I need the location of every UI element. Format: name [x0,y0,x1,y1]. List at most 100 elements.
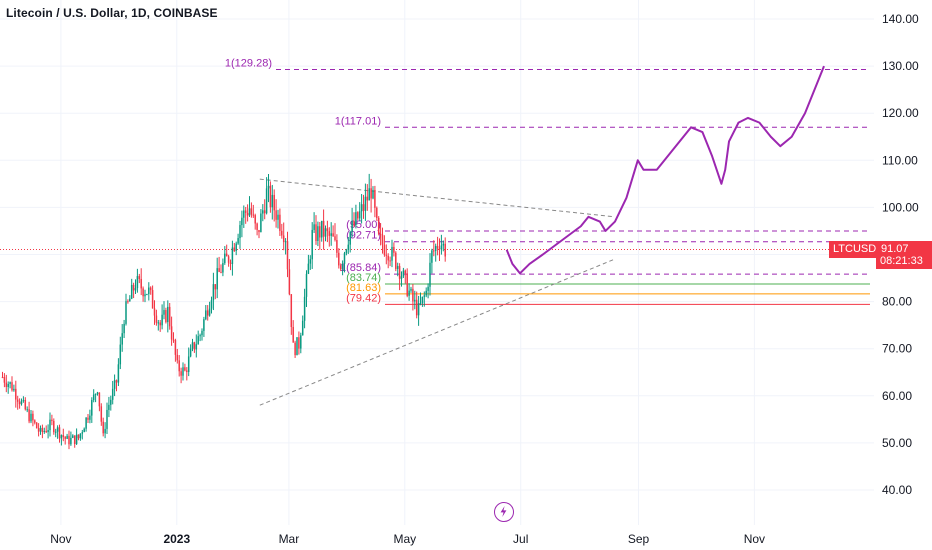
price-axis-label: 40.00 [882,483,912,497]
candle-body [140,278,142,289]
time-axis-label: May [393,532,416,546]
candle-body [7,383,9,388]
candle-body [404,270,407,274]
candle-body [320,220,323,238]
candle-body [134,288,137,291]
candle-body [66,435,68,439]
trendlines [259,178,615,406]
candle-body [349,231,351,245]
candle-body [70,437,72,445]
price-level-label: (92.71) [346,230,381,242]
candle-body [54,431,57,433]
candle-body [402,270,405,277]
candle-body [419,303,422,305]
candle-body [438,248,441,250]
candle-body [351,220,353,232]
candle-body [284,241,287,243]
candle-body [35,422,38,429]
candle-body [146,294,148,296]
price-axis-label: 130.00 [882,59,919,73]
candle-body [62,435,65,437]
time-axis-label: Nov [50,532,71,546]
candle-body [127,301,129,303]
price-level-label: (83.74) [346,272,381,284]
candle-body [440,245,443,250]
candle-body [91,400,93,416]
candle-body [377,217,380,234]
candle-body [372,189,374,199]
candle-body [269,185,272,208]
candle-body [89,415,91,420]
price-axis-label: 70.00 [882,342,912,356]
candle-body [414,299,416,302]
candle-body [301,320,304,336]
candle-body [13,388,15,391]
candle-body [159,322,161,326]
candle-body [199,335,201,337]
candle-body [102,421,104,434]
candle-body [243,210,245,218]
candle-body [3,377,6,383]
candle-body [347,244,350,250]
candle-body [252,214,255,216]
candle-body [294,342,296,356]
candle-body [210,300,213,309]
candle-body [393,246,395,253]
candle-body [244,210,247,213]
candle-body [51,419,53,421]
candle-body [151,290,154,309]
candle-body [178,360,180,372]
candle-body [115,380,118,383]
candle-body [425,290,427,296]
candle-body [319,226,321,238]
candle-body [212,284,215,301]
candle-body [224,253,226,264]
candle-body [436,246,439,249]
candle-body [24,399,27,410]
candle-body [60,435,63,439]
candle-body [85,417,87,429]
price-axis-label: 110.00 [882,153,918,167]
projection-line [505,65,825,275]
candle-body [298,337,300,349]
candle-body [11,382,13,391]
candle-body [205,310,207,320]
candle-body [429,262,431,287]
candle-body [286,241,289,270]
candle-body [396,266,399,269]
candle-body [15,388,17,400]
candle-body [153,308,156,316]
price-axis-label: 50.00 [882,436,912,450]
candle-body [391,246,393,261]
candle-body [83,428,85,433]
price-axis-label: 140.00 [882,12,919,26]
candle-body [119,344,122,365]
bar-countdown: 08:21:33 [876,253,932,269]
candle-body [313,224,315,230]
candle-body [281,230,283,236]
candle-body [79,433,82,439]
candle-body [374,189,376,208]
candle-body [96,392,99,395]
grid-lines [0,0,874,525]
candle-body [326,228,329,232]
price-level-label: (95.00) [346,219,381,231]
candle-body [408,290,410,296]
candle-body [309,259,312,264]
candle-body [338,252,340,266]
time-axis[interactable]: Nov 2023 Mar May Jul Sep Nov [50,532,765,546]
candle-body [233,247,236,251]
candle-body [275,210,277,220]
flash-icon[interactable] [494,502,514,522]
candle-body [317,226,319,241]
candle-body [307,263,310,274]
candle-body [250,208,253,215]
candle-body [47,430,49,433]
candle-body [125,301,127,324]
candle-body [142,288,144,297]
candle-body [73,435,76,444]
price-axis-label: 80.00 [882,295,912,309]
candle-body [16,399,19,402]
candle-body [370,188,372,199]
